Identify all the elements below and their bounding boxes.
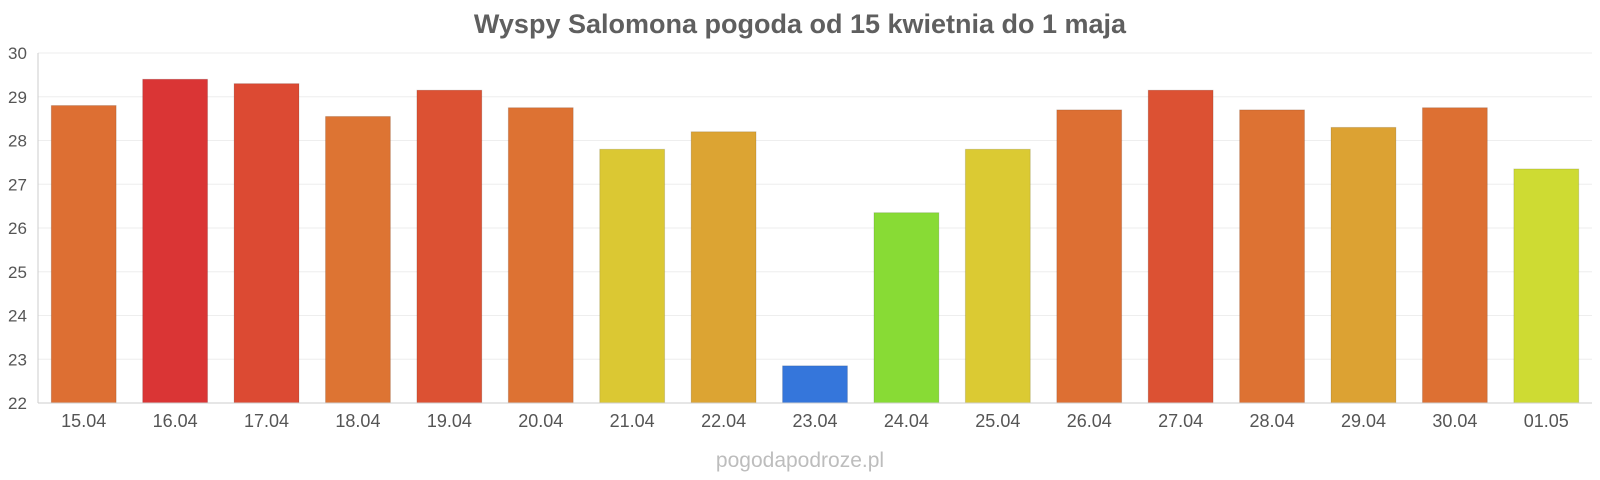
x-tick-label: 17.04	[244, 411, 289, 431]
bar-01.05	[1513, 168, 1580, 404]
chart-title: Wyspy Salomona pogoda od 15 kwietnia do …	[474, 9, 1127, 39]
bar-26.04	[1056, 109, 1123, 404]
y-tick-label: 30	[8, 44, 27, 63]
x-tick-label: 01.05	[1524, 411, 1569, 431]
x-axis-ticks: 15.04 16.04 17.04 18.04 19.04 20.04 21.04 22.04…	[61, 411, 1569, 431]
y-axis-ticks: 22 23 24 25 26 27 28 29 30	[8, 44, 27, 413]
bar-22.04	[690, 131, 757, 404]
bar-21.04	[599, 148, 666, 404]
bar-23.04	[782, 365, 848, 404]
y-tick-label: 25	[8, 263, 27, 282]
bars	[50, 78, 1580, 404]
x-tick-label: 18.04	[335, 411, 380, 431]
bar-20.04	[507, 107, 574, 404]
x-tick-label: 20.04	[518, 411, 563, 431]
bar-27.04	[1147, 89, 1214, 404]
x-tick-label: 26.04	[1067, 411, 1112, 431]
bar-28.04	[1239, 109, 1306, 404]
y-tick-label: 27	[8, 175, 27, 194]
x-tick-label: 22.04	[701, 411, 746, 431]
y-tick-label: 24	[8, 307, 27, 326]
x-tick-label: 23.04	[792, 411, 837, 431]
y-tick-label: 28	[8, 132, 27, 151]
x-tick-label: 25.04	[975, 411, 1020, 431]
source-credit: pogodapodroze.pl	[716, 449, 884, 472]
bar-17.04	[233, 83, 300, 404]
x-tick-label: 27.04	[1158, 411, 1203, 431]
x-tick-label: 16.04	[153, 411, 198, 431]
x-tick-label: 30.04	[1432, 411, 1477, 431]
x-tick-label: 24.04	[884, 411, 929, 431]
x-tick-label: 29.04	[1341, 411, 1386, 431]
y-tick-label: 22	[8, 394, 27, 413]
y-tick-label: 26	[8, 219, 27, 238]
x-tick-label: 21.04	[610, 411, 655, 431]
bar-18.04	[324, 115, 391, 404]
x-tick-label: 15.04	[61, 411, 106, 431]
bar-24.04	[873, 212, 940, 404]
bar-19.04	[416, 89, 483, 404]
bar-15.04	[50, 105, 117, 404]
bar-29.04	[1330, 126, 1397, 404]
bar-30.04	[1421, 107, 1488, 404]
bar-16.04	[142, 78, 209, 404]
x-tick-label: 28.04	[1250, 411, 1295, 431]
y-tick-label: 23	[8, 350, 27, 369]
y-tick-label: 29	[8, 88, 27, 107]
x-tick-label: 19.04	[427, 411, 472, 431]
bar-25.04	[964, 148, 1031, 404]
